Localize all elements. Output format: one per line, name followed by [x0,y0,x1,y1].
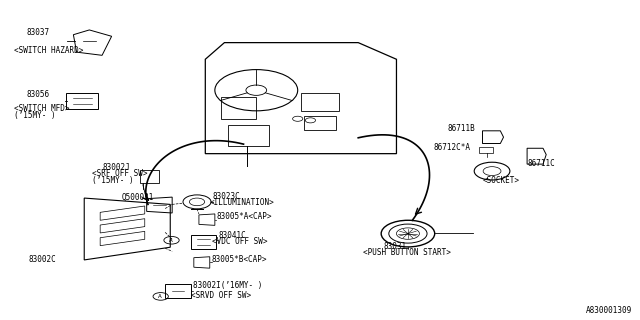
Bar [304,116,336,130]
Text: 86712C*A: 86712C*A [433,143,470,152]
Text: <PUSH BUTTON START>: <PUSH BUTTON START> [364,248,451,257]
Text: 83002I(’16MY- ): 83002I(’16MY- ) [193,281,262,290]
Bar [479,147,493,153]
Text: A830001309: A830001309 [586,306,632,315]
Text: 83056: 83056 [27,90,50,99]
Text: <SOCKET>: <SOCKET> [483,176,520,185]
Text: 83005*A<CAP>: 83005*A<CAP> [216,212,271,221]
Bar [140,170,159,183]
Text: Q500031: Q500031 [121,193,154,202]
Text: <SWITCH HAZARD>: <SWITCH HAZARD> [14,46,83,55]
Text: 83002C: 83002C [28,255,56,264]
Text: <SWITCH MFD>: <SWITCH MFD> [14,104,70,113]
Text: <SRVD OFF SW>: <SRVD OFF SW> [191,291,251,300]
Text: 83041C: 83041C [218,231,246,240]
Text: <ILLUMINATION>: <ILLUMINATION> [210,198,275,207]
Text: <SRF OFF SW>: <SRF OFF SW> [92,170,147,179]
Bar [221,97,256,119]
Text: (’15MY- ): (’15MY- ) [14,111,56,120]
Bar [228,125,269,146]
Text: (’15MY- ): (’15MY- ) [92,176,134,185]
Text: A: A [158,294,162,299]
Text: <VDC OFF SW>: <VDC OFF SW> [212,237,267,246]
Text: A: A [169,238,173,243]
Text: 86711B: 86711B [447,124,475,133]
Text: 83002J: 83002J [102,163,130,172]
Bar [301,93,339,111]
Text: 83031: 83031 [384,242,407,251]
Text: 83037: 83037 [27,28,50,37]
Text: 83023C: 83023C [213,192,241,201]
Text: 83005*B<CAP>: 83005*B<CAP> [212,254,267,263]
Text: 86711C: 86711C [527,159,555,168]
